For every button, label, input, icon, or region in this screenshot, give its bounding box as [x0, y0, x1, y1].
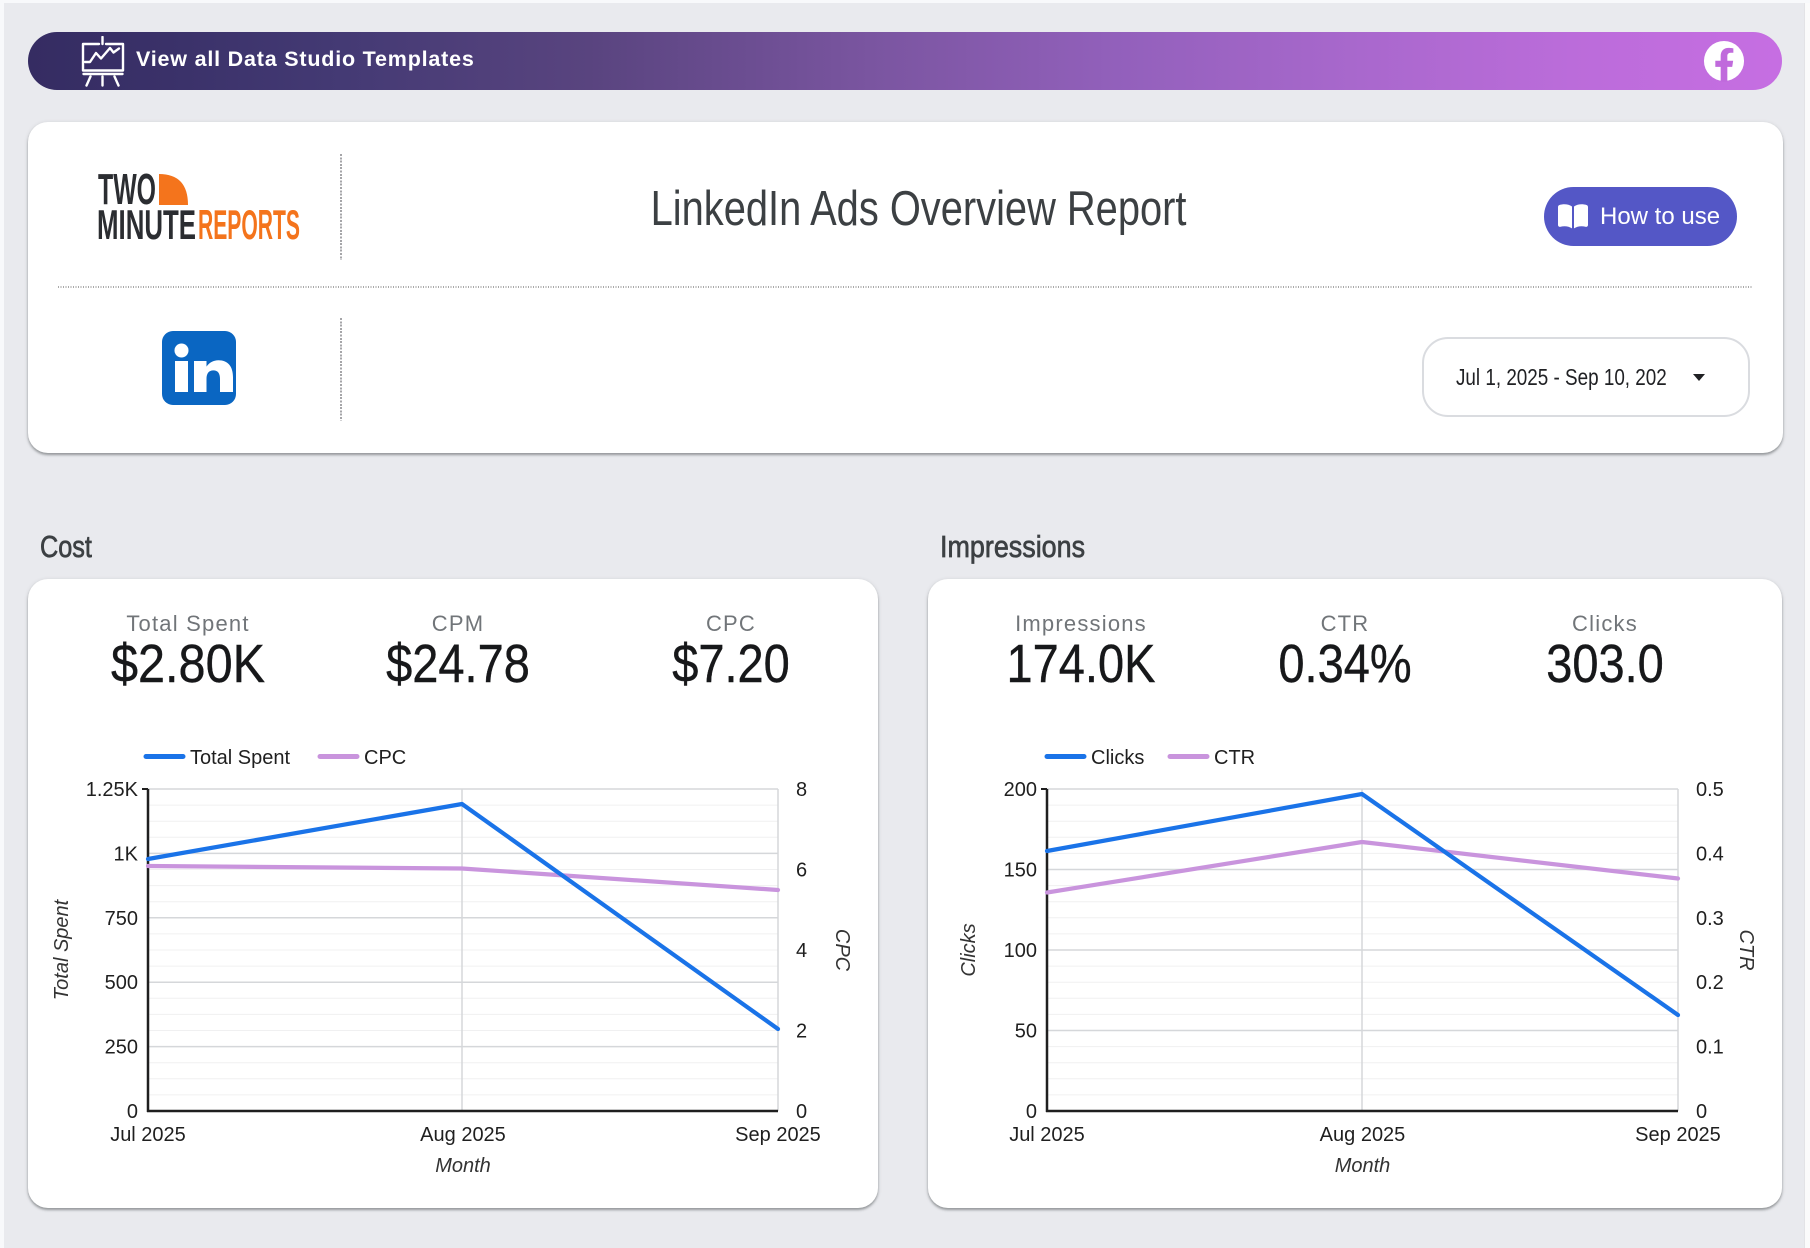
svg-text:0: 0: [1026, 1101, 1037, 1123]
svg-text:1.25K: 1.25K: [86, 779, 139, 801]
svg-text:0.1: 0.1: [1696, 1037, 1724, 1059]
svg-text:CTR: CTR: [1735, 929, 1757, 970]
svg-text:Clicks: Clicks: [1091, 747, 1144, 769]
svg-text:250: 250: [105, 1037, 138, 1059]
svg-text:150: 150: [1004, 860, 1037, 882]
svg-text:0: 0: [127, 1101, 138, 1123]
svg-text:8: 8: [796, 779, 807, 801]
svg-text:100: 100: [1004, 940, 1037, 962]
svg-text:2: 2: [796, 1021, 807, 1043]
svg-text:750: 750: [105, 908, 138, 930]
svg-text:REPORTS: REPORTS: [198, 201, 300, 241]
svg-text:MINUTE: MINUTE: [97, 201, 196, 241]
svg-text:CTR: CTR: [1214, 747, 1255, 769]
svg-text:Total Spent: Total Spent: [190, 747, 291, 769]
svg-text:Jul 2025: Jul 2025: [110, 1124, 186, 1146]
svg-text:50: 50: [1015, 1021, 1037, 1043]
svg-text:6: 6: [796, 860, 807, 882]
svg-text:4: 4: [796, 940, 807, 962]
svg-text:0.5: 0.5: [1696, 779, 1724, 801]
svg-text:1K: 1K: [114, 843, 139, 865]
svg-text:0: 0: [1696, 1101, 1707, 1123]
svg-text:Sep 2025: Sep 2025: [1635, 1124, 1721, 1146]
svg-text:0: 0: [796, 1101, 807, 1123]
svg-text:Jul 2025: Jul 2025: [1009, 1124, 1085, 1146]
svg-text:TWO: TWO: [98, 171, 156, 214]
svg-text:200: 200: [1004, 779, 1037, 801]
svg-text:CPC: CPC: [364, 747, 406, 769]
svg-text:0.4: 0.4: [1696, 843, 1724, 865]
svg-text:Month: Month: [435, 1155, 491, 1177]
svg-text:Aug 2025: Aug 2025: [420, 1124, 506, 1146]
svg-text:0.3: 0.3: [1696, 908, 1724, 930]
svg-text:Aug 2025: Aug 2025: [1320, 1124, 1406, 1146]
svg-text:Total Spent: Total Spent: [51, 898, 73, 1000]
svg-text:Clicks: Clicks: [958, 923, 980, 976]
svg-text:Sep 2025: Sep 2025: [735, 1124, 821, 1146]
svg-text:500: 500: [105, 972, 138, 994]
svg-text:0.2: 0.2: [1696, 972, 1724, 994]
svg-text:Month: Month: [1335, 1155, 1391, 1177]
svg-text:CPC: CPC: [831, 929, 853, 972]
